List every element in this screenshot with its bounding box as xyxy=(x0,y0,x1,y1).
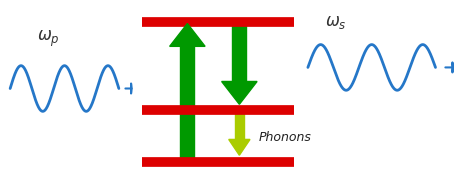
Bar xyxy=(180,46,194,159)
Text: $\omega_p$: $\omega_p$ xyxy=(36,29,59,49)
Bar xyxy=(232,24,246,81)
Text: $\omega_s$: $\omega_s$ xyxy=(325,13,347,31)
Polygon shape xyxy=(170,24,205,46)
Polygon shape xyxy=(222,81,257,104)
Text: Phonons: Phonons xyxy=(258,131,311,144)
Bar xyxy=(235,111,244,139)
Polygon shape xyxy=(229,139,250,155)
